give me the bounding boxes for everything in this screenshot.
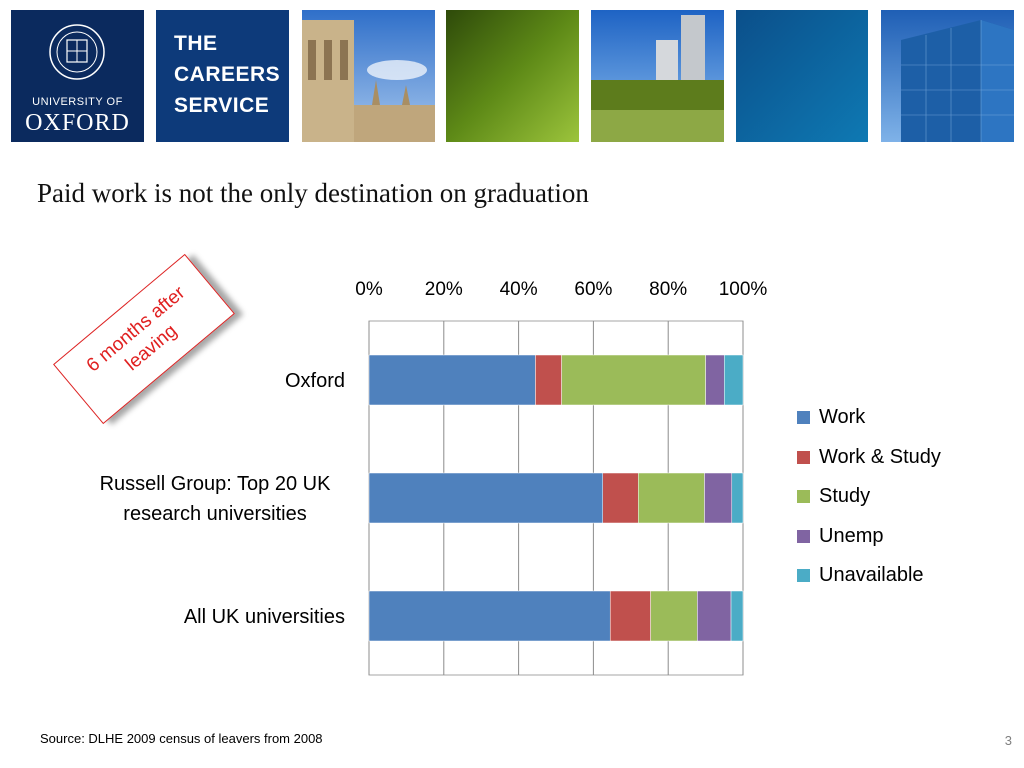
bar-segment	[368, 472, 603, 524]
bar-segment	[697, 590, 732, 642]
oxford-crest-icon	[49, 24, 105, 80]
category-label-line: Russell Group: Top 20 UK	[100, 473, 332, 495]
bar-segment	[705, 354, 725, 406]
category-label-line: All UK universities	[184, 606, 345, 628]
bar-segment	[368, 354, 536, 406]
category-label: Oxford	[285, 370, 345, 392]
legend-item: Work & Study	[797, 438, 941, 478]
category-label-line: research universities	[123, 503, 306, 525]
careers-line-2: CAREERS	[174, 63, 281, 86]
legend-label: Work & Study	[819, 445, 941, 468]
bar-segment	[724, 354, 744, 406]
legend-swatch	[797, 450, 810, 464]
legend-label: Study	[819, 485, 871, 508]
legend-swatch	[797, 411, 810, 425]
legend-item: Study	[797, 477, 941, 517]
bar-segment	[609, 590, 651, 642]
oxford-logo-small-text: UNIVERSITY OF	[32, 96, 123, 108]
careers-line-1: THE	[174, 32, 218, 55]
legend-item: Unemp	[797, 517, 941, 557]
x-tick-label: 0%	[355, 279, 383, 300]
legend-label: Work	[819, 406, 866, 429]
bar-segment	[650, 590, 698, 642]
destinations-chart: 0% 20% 40% 60% 80% 100% Oxford Russell Group: T…	[100, 279, 768, 676]
x-tick-label: 100%	[719, 279, 768, 300]
category-label-line: Oxford	[285, 370, 345, 392]
blue-gradient-tile	[736, 10, 868, 142]
green-gradient-tile	[446, 10, 579, 142]
chart-legend: Work Work & Study Study Unemp Unavailable	[797, 398, 941, 596]
legend-swatch	[797, 529, 810, 543]
header-banner: UNIVERSITY OF OXFORD THE CAREERS SERVICE	[0, 0, 1024, 150]
legend-item: Work	[797, 398, 941, 438]
silo-field-photo	[591, 10, 724, 142]
bar-segment	[368, 590, 611, 642]
bar-segment	[704, 472, 733, 524]
x-tick-label: 60%	[574, 279, 612, 300]
oxford-logo-wordmark: OXFORD	[25, 110, 130, 136]
category-label: All UK universities	[184, 606, 345, 628]
bar-segment	[535, 354, 562, 406]
category-label: Russell Group: Top 20 UK research univers…	[100, 473, 332, 525]
bar-segment	[602, 472, 639, 524]
bar-segment	[731, 472, 744, 524]
x-tick-label: 20%	[425, 279, 463, 300]
bar-segment	[730, 590, 744, 642]
legend-label: Unemp	[819, 524, 884, 547]
bar-segment	[638, 472, 705, 524]
legend-swatch	[797, 490, 810, 504]
x-tick-label: 40%	[500, 279, 538, 300]
radcliffe-camera-photo	[302, 10, 435, 142]
source-note: Source: DLHE 2009 census of leavers from…	[40, 731, 323, 746]
glass-building-photo	[881, 10, 1014, 142]
slide-title: Paid work is not the only destination on…	[37, 178, 589, 208]
x-tick-label: 80%	[649, 279, 687, 300]
legend-swatch	[797, 569, 810, 583]
legend-item: Unavailable	[797, 556, 941, 596]
bar-segment	[561, 354, 706, 406]
careers-service-tile: THE CAREERS SERVICE	[156, 10, 289, 142]
careers-line-3: SERVICE	[174, 94, 270, 117]
oxford-logo-tile: UNIVERSITY OF OXFORD	[11, 10, 144, 142]
legend-label: Unavailable	[819, 564, 924, 587]
page-number: 3	[1004, 733, 1012, 748]
